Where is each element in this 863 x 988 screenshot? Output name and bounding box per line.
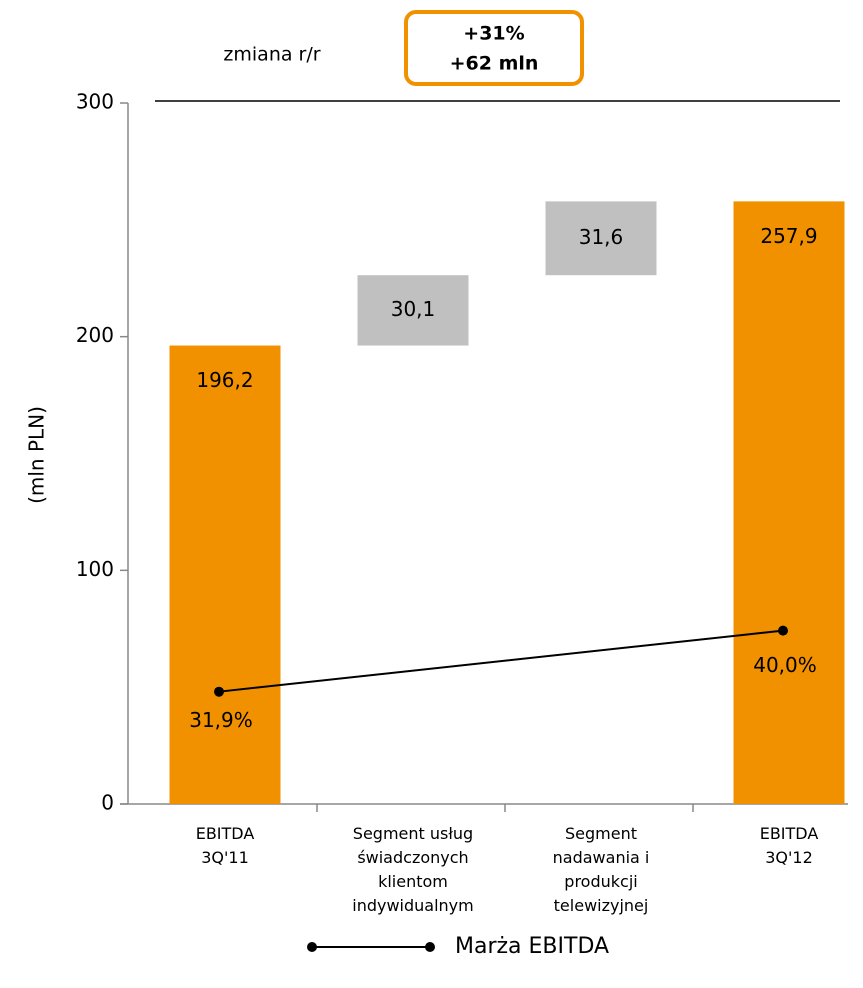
margin-label: 40,0%	[753, 653, 817, 677]
x-tick-label: Segment nadawania i produkcji telewizyjnej	[553, 824, 650, 915]
annotation: zmiana r/r	[223, 44, 320, 66]
value-label: 30,1	[391, 297, 436, 321]
value-label: 257,9	[760, 224, 817, 248]
margin-line	[218, 629, 784, 693]
y-tick-label: 0	[101, 791, 114, 815]
y-tick-label: 300	[76, 90, 114, 114]
y-tick-label: 100	[76, 557, 114, 581]
legend-point	[425, 942, 435, 952]
x-tick-label-line: telewizyjnej	[554, 896, 649, 915]
x-tick-label-line: Segment	[565, 824, 637, 843]
value-label: 196,2	[196, 368, 253, 392]
margin-point	[778, 625, 788, 636]
legend-point	[307, 942, 317, 952]
x-tick-label-line: EBITDA	[760, 824, 819, 843]
legend-label: Marża EBITDA	[455, 934, 609, 959]
x-tick-label-line: świadczonych	[357, 848, 468, 867]
value-label: 31,6	[579, 225, 624, 249]
margin-label: 31,9%	[189, 708, 253, 732]
x-tick-label-line: produkcji	[564, 872, 637, 891]
x-tick-label: EBITDA 3Q'12	[760, 824, 819, 867]
total-bar	[169, 345, 281, 804]
step-bar	[545, 201, 657, 276]
x-tick-label-line: EBITDA	[196, 824, 255, 843]
x-tick-label-line: 3Q'12	[765, 848, 813, 867]
margin-point	[214, 686, 224, 697]
highlight-box	[404, 10, 584, 86]
x-tick-label: Segment usług świadczonych klientom indywid…	[352, 824, 473, 915]
highlight-text: +62 mln	[450, 53, 539, 75]
x-tick-label-line: indywidualnym	[352, 896, 473, 915]
x-tick-label-line: nadawania i	[553, 848, 650, 867]
x-tick-label-line: Segment usług	[353, 824, 473, 843]
step-bar	[357, 275, 469, 346]
y-axis-label: (mln PLN)	[25, 406, 49, 504]
x-tick-label: EBITDA 3Q'11	[196, 824, 255, 867]
total-bar	[733, 201, 845, 805]
x-tick-label-line: klientom	[378, 872, 448, 891]
y-tick-label: 200	[76, 323, 114, 347]
highlight-text: +31%	[463, 23, 524, 45]
x-tick-label-line: 3Q'11	[201, 848, 249, 867]
